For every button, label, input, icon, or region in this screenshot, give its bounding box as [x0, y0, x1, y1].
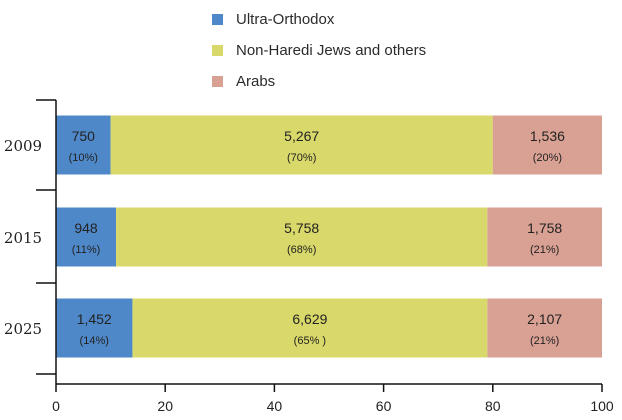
bars-layer: 750 (10%) 5,267 (70%) 1,536 (20%) 948 (11%) 5,75… [56, 115, 602, 358]
bar-2015-non-haredi-jews-and-others [116, 207, 488, 267]
value-label-2025-non-haredi-jews-and-others: 6,629 [292, 311, 327, 327]
percent-label-2025-non-haredi-jews-and-others: (65% ) [294, 335, 326, 347]
x-tick-label-40: 40 [267, 398, 283, 414]
bar-2025-ultra-orthodox [56, 298, 133, 358]
legend-label-arabs: Arabs [236, 73, 276, 90]
percent-label-2009-arabs: (20%) [533, 152, 562, 164]
value-label-2025-ultra-orthodox: 1,452 [77, 311, 112, 327]
value-label-2015-non-haredi-jews-and-others: 5,758 [284, 220, 319, 236]
legend-label-non-haredi: Non-Haredi Jews and others [236, 42, 427, 59]
bar-2025-arabs [487, 298, 602, 358]
bar-2009-arabs [492, 115, 602, 175]
x-tick-label-100: 100 [590, 398, 614, 414]
percent-label-2015-arabs: (21%) [530, 244, 559, 256]
percent-label-2009-non-haredi-jews-and-others: (70%) [287, 152, 316, 164]
bar-2025-non-haredi-jews-and-others [132, 298, 488, 358]
bar-2015-arabs [487, 207, 602, 267]
percent-label-2025-ultra-orthodox: (14%) [80, 335, 109, 347]
category-label-2025: 2025 [4, 320, 42, 338]
value-label-2009-ultra-orthodox: 750 [72, 128, 96, 144]
percent-label-2025-arabs: (21%) [530, 335, 559, 347]
category-label-2015: 2015 [4, 229, 42, 247]
value-label-2009-non-haredi-jews-and-others: 5,267 [284, 128, 319, 144]
bar-2009-ultra-orthodox [56, 115, 111, 175]
legend-label-ultra-orthodox: Ultra-Orthodox [236, 11, 335, 28]
x-tick-label-60: 60 [376, 398, 392, 414]
x-tick-label-0: 0 [52, 398, 60, 414]
bar-2015-ultra-orthodox [56, 207, 117, 267]
x-tick-label-20: 20 [157, 398, 173, 414]
category-label-2009: 2009 [4, 137, 42, 155]
value-label-2009-arabs: 1,536 [530, 128, 565, 144]
x-tick-label-80: 80 [485, 398, 501, 414]
legend-swatch-non-haredi [212, 45, 223, 56]
bar-2009-non-haredi-jews-and-others [110, 115, 493, 175]
legend-swatch-arabs [212, 76, 223, 87]
percent-label-2015-non-haredi-jews-and-others: (68%) [287, 244, 316, 256]
axes-layer: 2009 2015 2025 0 20 40 60 80 100 [4, 99, 614, 414]
legend-swatch-ultra-orthodox [212, 14, 223, 25]
value-label-2015-ultra-orthodox: 948 [74, 220, 98, 236]
percent-label-2015-ultra-orthodox: (11%) [72, 244, 101, 256]
value-label-2025-arabs: 2,107 [527, 311, 562, 327]
value-label-2015-arabs: 1,758 [527, 220, 562, 236]
percent-label-2009-ultra-orthodox: (10%) [69, 152, 98, 164]
